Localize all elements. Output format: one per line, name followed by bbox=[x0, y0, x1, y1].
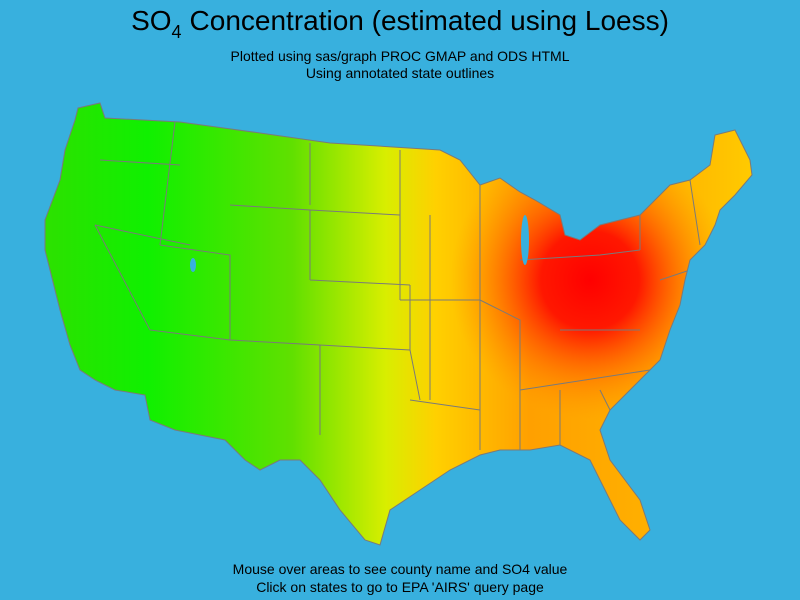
title-subscript: 4 bbox=[172, 22, 182, 42]
lake bbox=[521, 215, 529, 265]
subtitle: Using annotated state outlines bbox=[306, 65, 494, 81]
footer-note: Mouse over areas to see county name and … bbox=[233, 561, 568, 577]
subtitle: Plotted using sas/graph PROC GMAP and OD… bbox=[231, 48, 570, 64]
lake bbox=[190, 258, 196, 272]
title-main: SO bbox=[131, 5, 171, 36]
title-rest: Concentration (estimated using Loess) bbox=[190, 5, 669, 36]
footer-note: Click on states to go to EPA 'AIRS' quer… bbox=[256, 579, 544, 595]
map[interactable] bbox=[40, 95, 760, 555]
state-lines bbox=[94, 121, 701, 450]
title: SO4 Concentration (estimated using Loess) bbox=[131, 5, 669, 42]
